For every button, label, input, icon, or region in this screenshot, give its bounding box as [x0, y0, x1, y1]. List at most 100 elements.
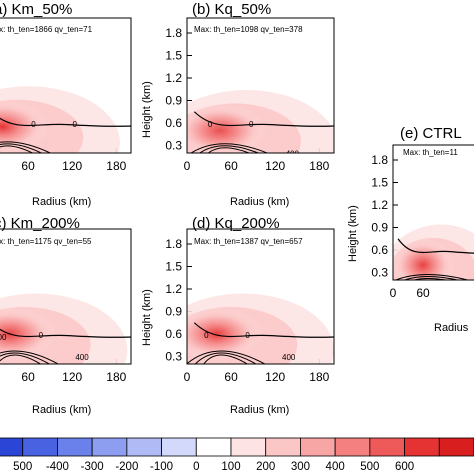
y-tick-label: 1.5 — [371, 176, 388, 190]
colorbar-label: 600 — [395, 461, 414, 473]
y-tick-label: 0.6 — [165, 116, 182, 130]
plot-frame — [186, 17, 335, 154]
panel-c-title: (c) Km_200% — [0, 215, 80, 232]
panel-d-max-annotation: Max: th_ten=1387 qv_ten=657 — [194, 237, 303, 246]
y-tick-label: 1.5 — [165, 260, 182, 274]
contour-400-line — [190, 143, 269, 153]
panel-c-km-200: (c) Km_200% Max: th_ten=1175 qv_ten=55 6… — [0, 215, 132, 416]
panel-e-yticks: 0.3 0.6 0.9 1.2 1.5 1.8 — [371, 153, 398, 280]
heating-field: 400 0 400 — [0, 293, 131, 364]
contour-400-line — [203, 354, 248, 364]
contour-400-line — [187, 350, 266, 364]
panel-d-title: (d) Kq_200% — [192, 215, 280, 232]
x-tick-label: 180 — [309, 370, 329, 384]
contour-label: 0 — [249, 120, 254, 129]
panel-e-title: (e) CTRL — [400, 125, 462, 142]
zero-contour — [0, 117, 131, 127]
heating-field: 0 0 400 — [187, 90, 334, 159]
panel-e-xlabel: Radius — [434, 322, 469, 334]
panel-a-title: (a) Km_50% — [0, 1, 72, 18]
panel-b-max-annotation: Max: th_ten=1098 qv_ten=378 — [194, 25, 303, 34]
contour-400-line — [394, 274, 470, 280]
contour-label: 400 — [282, 353, 296, 362]
colorbar-segment — [230, 437, 267, 457]
y-tick-label: 0.9 — [165, 94, 182, 108]
plot-frame — [186, 228, 335, 365]
contour-label: 0 — [72, 120, 77, 129]
panel-b-xticks: 0 60 120 180 — [184, 148, 330, 173]
y-tick-label: 0.3 — [165, 139, 182, 153]
heating-core — [0, 307, 57, 361]
y-tick-label: 0.6 — [371, 243, 388, 257]
y-tick-label: 0.3 — [371, 266, 388, 280]
x-tick-label: 60 — [224, 370, 238, 384]
colorbar-label: -200 — [115, 461, 138, 473]
colorbar-segment — [369, 437, 405, 457]
colorbar-label: 200 — [256, 461, 275, 473]
heating-field — [393, 224, 474, 280]
panel-d-xlabel: Radius (km) — [230, 404, 289, 416]
contour-400-line — [0, 350, 60, 364]
colorbar-label: -100 — [150, 461, 173, 473]
panel-a-xticks: 60 120 180 — [21, 148, 127, 173]
contour-label: 0 — [39, 331, 44, 340]
y-tick-label: 1.2 — [371, 198, 388, 212]
zero-contour — [0, 328, 131, 338]
colorbar-segment — [438, 437, 474, 457]
plot-frame — [0, 228, 132, 365]
panel-d-kq-200: (d) Kq_200% Max: th_ten=1387 qv_ten=657 … — [141, 215, 335, 416]
contour-label: 400 — [0, 333, 7, 342]
colorbar-segment — [0, 437, 24, 457]
contour-label: 0 — [204, 331, 209, 340]
panel-c-max-annotation: Max: th_ten=1175 qv_ten=55 — [0, 237, 92, 246]
y-tick-label: 1.2 — [165, 71, 182, 85]
contour-400-line — [403, 276, 460, 280]
colorbar-segment — [91, 437, 128, 457]
colorbar-label: 100 — [221, 461, 240, 473]
panel-b-title: (b) Kq_50% — [192, 1, 271, 18]
colorbar-segment — [334, 437, 371, 457]
contour-label: 0 — [31, 120, 36, 129]
panel-a-xlabel: Radius (km) — [32, 196, 91, 208]
panel-a-km-50: (a) Km_50% Max: th_ten=1866 qv_ten=71 60… — [0, 1, 132, 208]
y-tick-label: 0.9 — [165, 305, 182, 319]
x-tick-label: 120 — [62, 370, 82, 384]
x-tick-label: 180 — [309, 159, 329, 173]
y-tick-label: 0.6 — [165, 327, 182, 341]
colorbar-segment — [126, 437, 162, 457]
colorbar-label: -300 — [81, 461, 104, 473]
heating-core — [0, 99, 50, 153]
heating-core — [393, 238, 455, 280]
x-tick-label: 120 — [62, 159, 82, 173]
panel-a-max-annotation: Max: th_ten=1866 qv_ten=71 — [0, 25, 93, 34]
colorbar-segment — [300, 437, 336, 457]
y-tick-label: 0.3 — [165, 350, 182, 364]
contour-label: 0 — [245, 331, 250, 340]
zero-contour — [193, 111, 334, 127]
contour-400-line — [0, 145, 34, 153]
x-tick-label: 180 — [106, 370, 126, 384]
colorbar-segment — [195, 437, 232, 457]
contour-400-line — [412, 278, 450, 280]
y-tick-label: 1.2 — [165, 282, 182, 296]
x-tick-label: 0 — [390, 286, 397, 300]
colorbar-label: 300 — [291, 461, 310, 473]
panel-b-kq-50: (b) Kq_50% Max: th_ten=1098 qv_ten=378 0… — [141, 1, 335, 208]
contour-400-line — [194, 352, 257, 364]
panel-c-xlabel: Radius (km) — [32, 404, 91, 416]
colorbar: 500 -400 -300 -200 -100 0 100 200 300 400 500 600 — [0, 437, 474, 473]
y-tick-label: 1.8 — [165, 26, 182, 40]
x-tick-label: 0 — [184, 159, 191, 173]
panel-e-ctrl: (e) CTRL Max: th_ten=11 0 60 0.3 0.6 0.9 1.2… — [347, 125, 474, 334]
contour-400-line — [199, 145, 260, 153]
x-tick-label: 60 — [224, 159, 238, 173]
contour-400-line — [0, 143, 43, 153]
colorbar-label: 500 — [360, 461, 379, 473]
contour-label: 400 — [75, 353, 89, 362]
contour-label: 400 — [286, 150, 300, 159]
contour-400-line — [0, 354, 42, 364]
x-tick-label: 60 — [416, 286, 430, 300]
colorbar-segment — [265, 437, 301, 457]
x-tick-label: 120 — [265, 370, 285, 384]
colorbar-label: 0 — [193, 461, 199, 473]
